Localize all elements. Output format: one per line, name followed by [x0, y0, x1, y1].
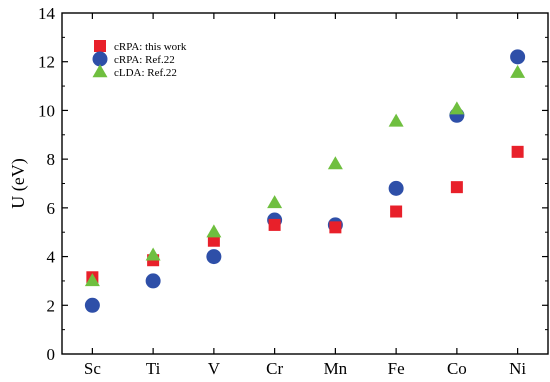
legend-marker-triangle	[92, 64, 108, 78]
y-tick-label: 6	[47, 199, 56, 218]
data-point-triangle	[388, 113, 404, 127]
data-point-square	[329, 221, 342, 234]
x-tick-label: Cr	[266, 359, 283, 378]
data-point-circle	[206, 249, 222, 265]
data-point-triangle	[449, 101, 465, 115]
legend-marker-square	[94, 40, 106, 52]
y-tick-label: 10	[38, 101, 55, 120]
legend-label: cLDA: Ref.22	[114, 67, 177, 79]
data-point-square	[450, 181, 463, 194]
data-point-square	[390, 205, 403, 218]
legend-marker-circle	[92, 51, 108, 67]
data-point-triangle	[145, 247, 161, 261]
y-tick-label: 8	[47, 150, 56, 169]
y-tick-label: 12	[38, 53, 55, 72]
x-tick-label: Mn	[324, 359, 348, 378]
y-tick-label: 4	[47, 248, 56, 267]
y-axis-label: U (eV)	[8, 158, 29, 208]
data-point-triangle	[267, 195, 283, 209]
data-point-circle	[84, 297, 100, 313]
data-point-triangle	[327, 156, 343, 170]
x-tick-label: Co	[447, 359, 467, 378]
data-point-square	[268, 218, 281, 231]
data-point-triangle	[510, 64, 526, 78]
data-point-square	[511, 145, 524, 158]
data-point-circle	[145, 273, 161, 289]
x-tick-label: Sc	[84, 359, 101, 378]
data-point-triangle	[84, 273, 100, 287]
y-tick-label: 0	[47, 345, 56, 364]
x-tick-label: V	[208, 359, 221, 378]
data-marks	[84, 49, 526, 313]
data-point-circle	[388, 180, 404, 196]
x-tick-label: Fe	[388, 359, 405, 378]
x-tick-label: Ti	[146, 359, 161, 378]
ticks	[62, 13, 548, 354]
x-tick-label: Ni	[509, 359, 526, 378]
data-point-triangle	[206, 224, 222, 238]
tick-labels: 0 2 4 6 8 10 12 14 Sc Ti V Cr Mn Fe Co Ni	[38, 4, 526, 378]
y-tick-label: 2	[47, 296, 56, 315]
y-tick-label: 14	[38, 4, 56, 23]
data-point-circle	[510, 49, 526, 65]
data-point-square	[207, 234, 220, 247]
legend-label: cRPA: Ref.22	[114, 54, 175, 66]
legend-label: cRPA: this work	[114, 41, 187, 53]
